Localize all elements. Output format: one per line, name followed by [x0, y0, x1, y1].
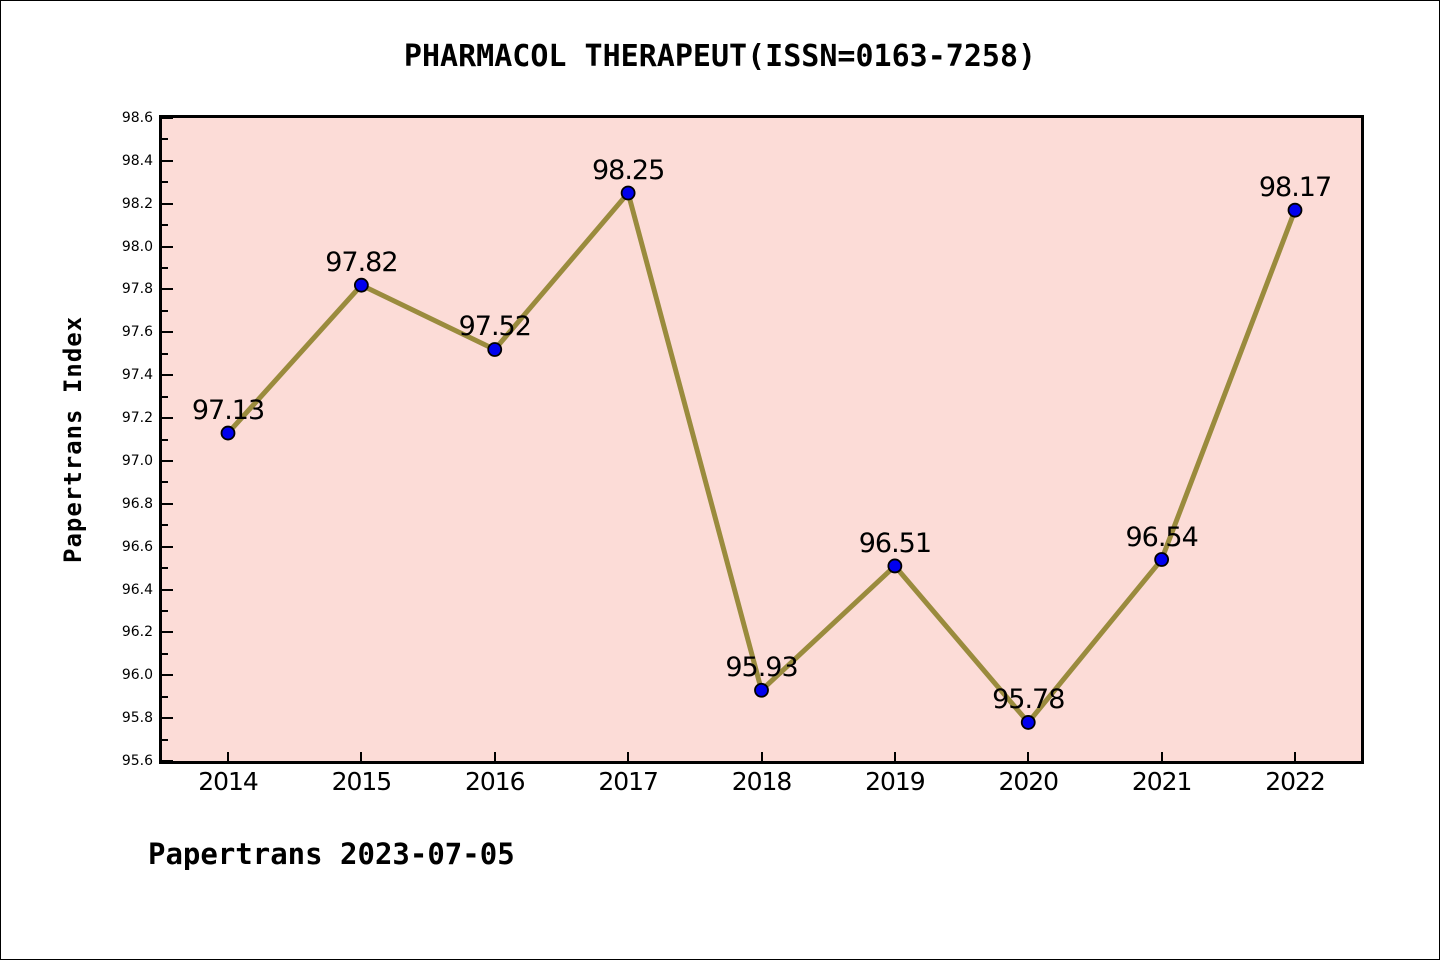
y-major-tick: [162, 459, 173, 462]
data-point-value-label: 96.51: [858, 527, 932, 559]
x-tick-label: 2016: [464, 767, 526, 796]
x-tick-label: 2019: [865, 767, 926, 796]
data-point-value-label: 97.82: [325, 247, 398, 279]
x-tick-label: 2014: [198, 767, 259, 796]
y-tick-label: 95.8: [121, 710, 153, 727]
y-minor-tick: [162, 695, 168, 698]
data-point-value-label: 95.93: [725, 652, 798, 684]
x-major-tick: [1027, 752, 1030, 761]
data-point-marker: [1020, 715, 1036, 730]
y-minor-tick: [162, 352, 168, 355]
y-tick-label: 97.2: [121, 410, 153, 427]
y-minor-tick: [162, 138, 168, 141]
y-tick-label: 96.6: [121, 538, 153, 555]
data-point-value-label: 98.17: [1258, 172, 1332, 204]
y-axis-label: Papertrans Index: [59, 315, 87, 564]
y-major-tick: [162, 631, 173, 634]
plot-area: [159, 115, 1364, 764]
y-tick-label: 98.0: [121, 238, 153, 255]
y-major-tick: [162, 502, 173, 505]
y-major-tick: [162, 159, 173, 162]
data-point-value-label: 95.78: [992, 684, 1065, 716]
y-minor-tick: [162, 395, 168, 398]
y-minor-tick: [162, 438, 168, 441]
y-major-tick: [162, 545, 173, 548]
data-point-marker: [620, 185, 636, 201]
y-major-tick: [162, 331, 173, 334]
y-major-tick: [162, 588, 173, 591]
y-tick-label: 97.0: [121, 452, 153, 469]
y-major-tick: [162, 417, 173, 420]
data-point-marker: [353, 277, 369, 293]
y-minor-tick: [162, 609, 168, 612]
y-minor-tick: [162, 181, 168, 184]
x-tick-label: 2021: [1131, 767, 1193, 796]
data-point-marker: [220, 425, 236, 441]
y-tick-label: 95.6: [121, 753, 153, 769]
y-major-tick: [162, 717, 173, 720]
y-tick-label: 97.8: [121, 281, 153, 298]
x-major-tick: [760, 752, 763, 761]
y-major-tick: [162, 374, 173, 377]
x-major-tick: [360, 752, 363, 761]
chart-title: PHARMACOL THERAPEUT(ISSN=0163-7258): [403, 39, 1037, 74]
y-minor-tick: [162, 267, 168, 270]
watermark-text: Papertrans 2023-07-05: [148, 837, 515, 871]
y-tick-label: 97.6: [121, 324, 153, 341]
y-minor-tick: [162, 481, 168, 484]
data-point-marker: [487, 342, 503, 357]
y-major-tick: [162, 117, 173, 119]
data-point-value-label: 97.52: [458, 311, 532, 343]
x-tick-label: 2015: [331, 767, 393, 796]
y-major-tick: [162, 245, 173, 248]
y-major-tick: [162, 760, 173, 762]
x-major-tick: [1294, 752, 1296, 761]
y-minor-tick: [162, 524, 168, 527]
y-minor-tick: [162, 652, 168, 655]
x-tick-label: 2018: [731, 767, 793, 796]
x-major-tick: [627, 752, 630, 761]
x-major-tick: [493, 752, 496, 761]
y-tick-label: 96.0: [121, 667, 153, 684]
x-major-tick: [227, 752, 229, 761]
y-minor-tick: [162, 309, 168, 312]
data-point-marker: [754, 682, 769, 698]
y-minor-tick: [162, 738, 168, 741]
y-major-tick: [162, 288, 173, 291]
data-point-marker: [1287, 202, 1303, 218]
y-minor-tick: [162, 224, 168, 227]
x-major-tick: [1160, 752, 1163, 761]
y-tick-label: 96.8: [121, 495, 153, 512]
y-tick-label: 98.2: [121, 195, 153, 212]
y-tick-label: 97.4: [121, 367, 153, 384]
data-point-value-label: 98.25: [591, 155, 665, 187]
x-tick-label: 2017: [598, 767, 659, 796]
data-point-marker: [1154, 552, 1170, 567]
data-point-value-label: 97.13: [191, 395, 265, 427]
x-major-tick: [893, 752, 896, 761]
plot-inner-region: [162, 117, 1361, 762]
data-point-marker: [887, 558, 903, 574]
y-tick-label: 96.4: [121, 581, 153, 598]
data-point-value-label: 96.54: [1125, 521, 1198, 553]
x-tick-label: 2020: [998, 767, 1059, 796]
y-tick-label: 98.4: [121, 152, 153, 169]
y-tick-label: 98.6: [121, 110, 153, 126]
x-tick-label: 2022: [1265, 767, 1326, 796]
y-minor-tick: [162, 567, 168, 570]
y-major-tick: [162, 674, 173, 677]
y-tick-label: 96.2: [121, 624, 153, 641]
y-major-tick: [162, 202, 173, 205]
line-series-svg: [220, 185, 1303, 730]
